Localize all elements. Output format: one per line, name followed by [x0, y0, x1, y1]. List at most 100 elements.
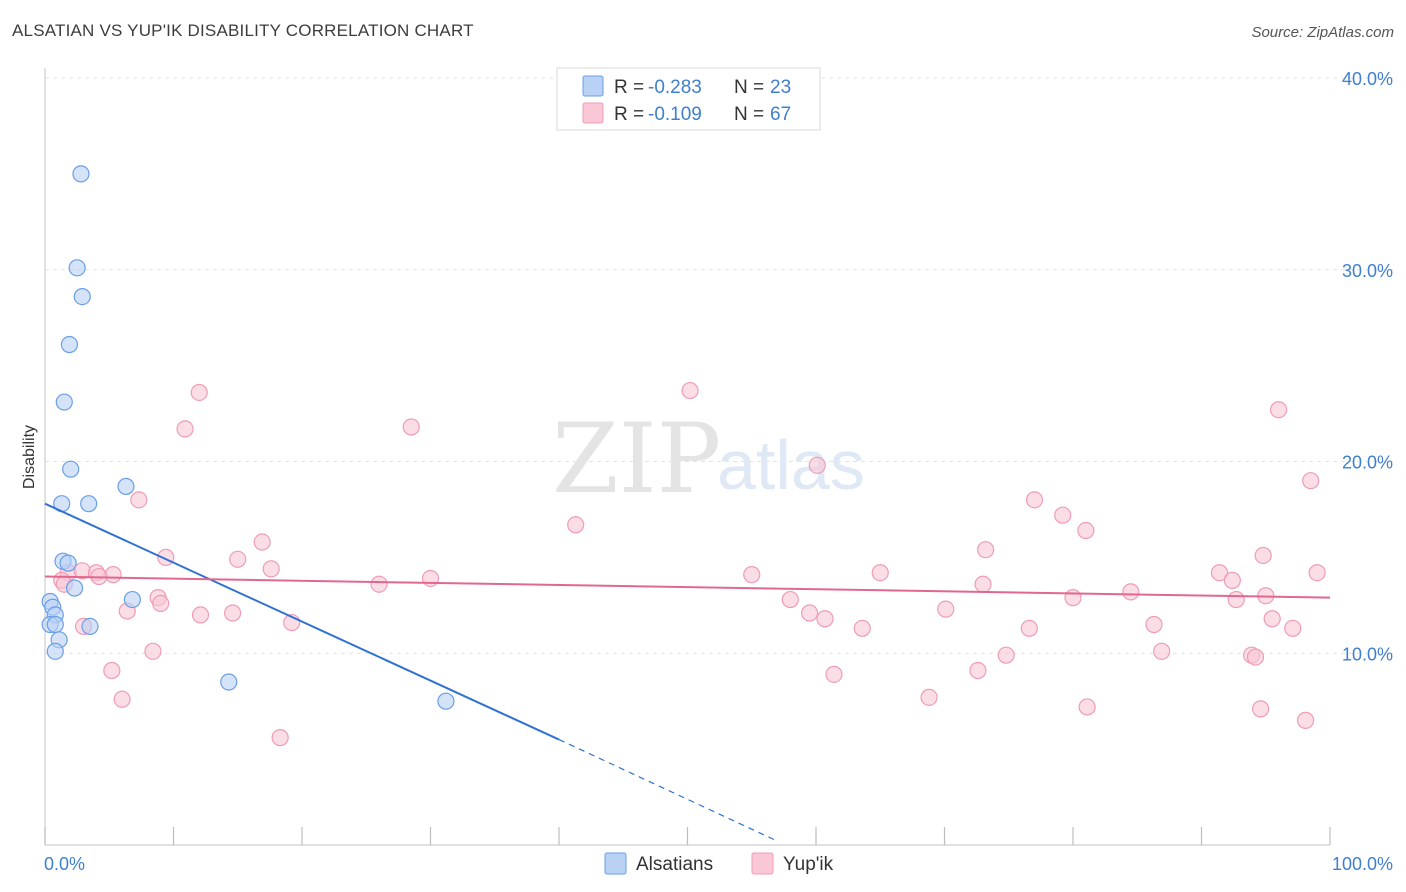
yupik-point-16 — [1254, 546, 1272, 565]
y-tick-label-3: 40.0% — [1342, 69, 1393, 89]
alsatians-point-18 — [81, 617, 99, 636]
watermark: ZIP atlas — [552, 403, 865, 515]
yupik-point-34 — [1064, 589, 1082, 607]
yupik-point-8 — [1025, 491, 1044, 509]
yupik-point-28 — [974, 575, 992, 593]
yupik-point-51 — [144, 642, 162, 660]
alsatians-point-6 — [117, 477, 135, 496]
legend-r-value-2: -0.109 — [648, 104, 702, 125]
alsatians-point-17 — [46, 615, 64, 634]
axes — [44, 68, 1331, 846]
yupik-swatch — [582, 102, 604, 124]
yupik-point-62 — [1252, 700, 1270, 718]
legend-n-label-1: N = — [734, 77, 764, 98]
data-points — [41, 165, 1326, 747]
yupik-trend-line — [44, 575, 1331, 599]
bottom-yupik-swatch — [751, 852, 774, 875]
yupik-point-0 — [190, 383, 208, 402]
yupik-point-46 — [816, 610, 834, 628]
yupik-point-56 — [103, 661, 121, 680]
yupik-point-6 — [130, 491, 148, 509]
yupik-point-48 — [1020, 619, 1038, 637]
alsatians-point-2 — [73, 287, 91, 306]
yupik-point-61 — [1078, 698, 1096, 716]
yupik-point-39 — [191, 606, 210, 624]
yupik-point-26 — [743, 566, 761, 584]
y-tick-labels: 10.0% 20.0% 30.0% 40.0% — [1342, 69, 1393, 664]
alsatians-swatch — [582, 75, 604, 97]
yupik-point-42 — [937, 600, 955, 618]
series-legend: Alsatians Yup'ik — [604, 852, 834, 875]
bottom-alsatians-swatch — [604, 852, 627, 875]
yupik-point-36 — [1227, 590, 1245, 609]
watermark-atlas: atlas — [717, 426, 865, 504]
y-tick-label-0: 10.0% — [1342, 644, 1393, 664]
yupik-point-60 — [920, 688, 938, 706]
source-label: Source: ZipAtlas.com — [1251, 24, 1394, 41]
yupik-point-49 — [1145, 615, 1163, 634]
legend-r-label-1: R = — [614, 77, 644, 98]
alsatians-trend-extension — [558, 738, 778, 842]
yupik-point-66 — [421, 569, 440, 588]
yupik-point-10 — [1077, 521, 1095, 540]
yupik-point-17 — [262, 560, 280, 578]
yupik-point-4 — [1269, 401, 1288, 419]
yupik-point-50 — [1284, 619, 1302, 637]
yupik-point-11 — [1302, 472, 1320, 490]
yupik-point-43 — [1263, 610, 1281, 628]
alsatians-point-10 — [59, 554, 77, 572]
yupik-point-29 — [1210, 564, 1229, 582]
yupik-point-58 — [969, 661, 987, 680]
yupik-point-57 — [825, 665, 843, 683]
x-tick-label-0: 0.0% — [44, 854, 85, 874]
yupik-point-52 — [997, 646, 1015, 664]
chart-title: ALSATIAN VS YUP'IK DISABILITY CORRELATIO… — [12, 21, 474, 40]
yupik-point-9 — [1054, 506, 1072, 524]
yupik-point-63 — [1296, 711, 1315, 729]
y-tick-label-1: 20.0% — [1342, 453, 1393, 473]
alsatians-point-3 — [60, 335, 79, 354]
yupik-point-12 — [253, 533, 271, 551]
yupik-point-33 — [781, 590, 799, 609]
grid-lines — [45, 77, 1395, 654]
yupik-point-47 — [853, 619, 871, 637]
alsatians-point-11 — [65, 579, 84, 597]
legend-n-label-2: N = — [734, 104, 764, 125]
yupik-point-1 — [176, 420, 194, 438]
stats-legend: R = -0.283 N = 23 R = -0.109 N = 67 — [556, 67, 821, 131]
alsatians-point-22 — [437, 692, 455, 710]
yupik-point-2 — [402, 418, 420, 436]
yupik-point-65 — [152, 594, 170, 612]
legend-r-value-1: -0.283 — [648, 77, 702, 98]
watermark-zip: ZIP — [552, 403, 721, 515]
x-tick-label-1: 100.0% — [1332, 854, 1393, 874]
yupik-point-31 — [1308, 564, 1326, 582]
y-axis-label: Disability — [21, 425, 38, 489]
alsatians-point-5 — [62, 460, 80, 478]
trend-lines — [44, 502, 1331, 842]
bottom-legend-alsatians: Alsatians — [636, 854, 713, 875]
yupik-point-15 — [977, 541, 995, 559]
yupik-point-25 — [370, 575, 388, 593]
legend-r-label-2: R = — [614, 104, 644, 125]
x-tick-labels: 0.0% 100.0% — [44, 854, 1393, 874]
yupik-point-27 — [871, 564, 889, 582]
alsatians-point-13 — [123, 590, 141, 609]
yupik-point-3 — [681, 381, 699, 400]
yupik-point-35 — [1122, 583, 1140, 601]
alsatians-point-0 — [72, 165, 90, 183]
yupik-point-59 — [113, 690, 131, 708]
alsatians-point-1 — [68, 259, 86, 277]
yupik-point-14 — [229, 550, 247, 568]
yupik-point-5 — [808, 456, 826, 474]
bottom-legend-yupik: Yup'ik — [783, 854, 834, 875]
legend-n-value-1: 23 — [770, 77, 791, 98]
yupik-point-53 — [1153, 642, 1171, 660]
alsatians-point-4 — [55, 393, 73, 411]
y-tick-label-2: 30.0% — [1342, 261, 1393, 281]
yupik-point-41 — [800, 604, 819, 622]
alsatians-point-8 — [80, 495, 98, 513]
yupik-point-7 — [567, 516, 585, 534]
yupik-point-21 — [104, 566, 122, 584]
